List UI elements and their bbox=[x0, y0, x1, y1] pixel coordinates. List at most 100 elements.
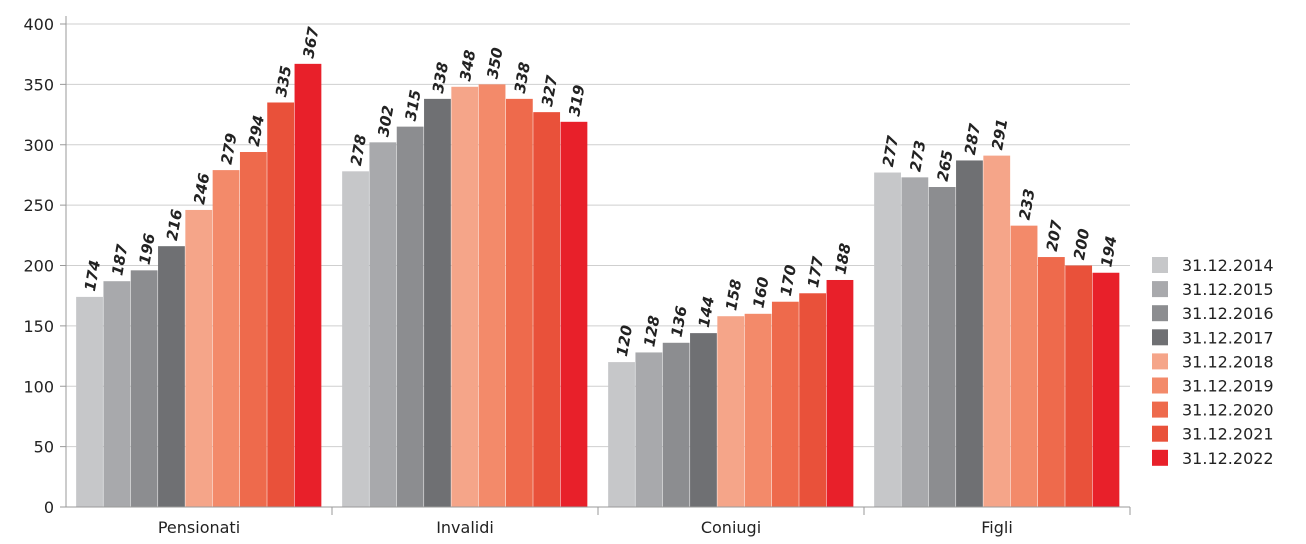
legend-label: 31.12.2019 bbox=[1182, 377, 1274, 396]
data-label: 327 bbox=[538, 73, 561, 108]
data-label: 279 bbox=[218, 132, 241, 166]
legend-swatch bbox=[1152, 329, 1168, 346]
data-label: 348 bbox=[456, 49, 479, 83]
y-tick-label: 0 bbox=[44, 498, 54, 517]
data-label: 128 bbox=[640, 314, 663, 348]
data-label: 194 bbox=[1097, 234, 1120, 268]
bar bbox=[928, 187, 956, 507]
y-axis: 0 50 100 150 200 250 300 350 400 bbox=[23, 15, 67, 517]
data-label: 174 bbox=[81, 259, 104, 293]
bar bbox=[744, 313, 772, 507]
bar bbox=[424, 98, 451, 508]
bar bbox=[771, 301, 799, 507]
bar bbox=[799, 293, 827, 507]
legend-swatch bbox=[1152, 281, 1168, 298]
data-label: 177 bbox=[804, 254, 827, 289]
legend-label: 31.12.2021 bbox=[1182, 425, 1274, 444]
data-label: 338 bbox=[429, 61, 452, 95]
data-label: 350 bbox=[484, 46, 507, 80]
legend-swatch bbox=[1152, 377, 1168, 394]
bar bbox=[478, 84, 506, 507]
data-label: 170 bbox=[777, 263, 800, 297]
bar bbox=[294, 63, 322, 507]
legend-swatch bbox=[1152, 257, 1168, 273]
bar bbox=[1037, 257, 1065, 507]
bar bbox=[505, 98, 533, 508]
data-label: 200 bbox=[1070, 227, 1093, 261]
legend-label: 31.12.2018 bbox=[1182, 352, 1274, 371]
bar bbox=[1065, 265, 1093, 507]
data-label: 246 bbox=[190, 172, 213, 206]
legend: 31.12.2014 31.12.2015 31.12.2016 31.12.2017… bbox=[1152, 256, 1274, 468]
bar bbox=[396, 126, 424, 507]
data-label: 273 bbox=[906, 139, 929, 173]
data-label: 302 bbox=[374, 104, 397, 138]
data-label: 144 bbox=[695, 295, 718, 329]
bars bbox=[76, 63, 1120, 508]
bar bbox=[76, 296, 103, 507]
data-label: 335 bbox=[272, 64, 295, 98]
x-axis: Pensionati Invalidi Coniugi Figli bbox=[66, 506, 1131, 537]
y-tick-label: 250 bbox=[23, 196, 54, 215]
bar bbox=[1092, 272, 1120, 507]
legend-label: 31.12.2017 bbox=[1182, 328, 1274, 347]
bar bbox=[956, 160, 983, 507]
data-label: 291 bbox=[988, 117, 1011, 151]
legend-swatch bbox=[1152, 353, 1168, 370]
legend-swatch bbox=[1152, 305, 1168, 322]
bar bbox=[826, 279, 854, 507]
bar bbox=[158, 246, 185, 507]
category-label: Pensionati bbox=[158, 518, 240, 537]
data-label: 265 bbox=[934, 149, 957, 183]
data-label: 338 bbox=[511, 61, 534, 95]
bar bbox=[1010, 225, 1038, 507]
data-label: 158 bbox=[722, 278, 745, 312]
bar bbox=[717, 316, 745, 507]
data-label: 188 bbox=[831, 242, 854, 276]
data-label: 278 bbox=[347, 133, 370, 167]
category-label: Invalidi bbox=[436, 518, 494, 537]
bar bbox=[874, 172, 901, 507]
bar bbox=[635, 352, 663, 507]
bar bbox=[560, 121, 588, 508]
bar bbox=[690, 333, 717, 507]
data-label: 120 bbox=[613, 324, 636, 358]
bar bbox=[342, 171, 369, 507]
y-tick-label: 100 bbox=[23, 377, 54, 396]
y-tick-label: 400 bbox=[23, 15, 54, 34]
legend-label: 31.12.2020 bbox=[1182, 401, 1274, 420]
legend-swatch bbox=[1152, 425, 1168, 442]
data-label: 136 bbox=[668, 305, 691, 339]
legend-label: 31.12.2016 bbox=[1182, 304, 1274, 323]
bar bbox=[239, 151, 267, 507]
data-label: 196 bbox=[136, 232, 159, 266]
data-label: 287 bbox=[961, 122, 984, 157]
data-label: 160 bbox=[750, 276, 773, 310]
category-label: Figli bbox=[981, 518, 1013, 537]
bar bbox=[130, 270, 158, 507]
bar bbox=[369, 142, 397, 507]
bar bbox=[267, 102, 295, 508]
data-label: 216 bbox=[163, 208, 186, 242]
bar bbox=[451, 86, 479, 507]
bar bbox=[662, 342, 690, 507]
category-label: Coniugi bbox=[701, 518, 761, 537]
y-tick-label: 150 bbox=[23, 317, 54, 336]
bar bbox=[185, 209, 213, 507]
bar bbox=[533, 112, 561, 508]
bar bbox=[983, 155, 1011, 507]
legend-label: 31.12.2014 bbox=[1182, 256, 1274, 275]
data-label: 233 bbox=[1016, 187, 1039, 221]
bar bbox=[212, 170, 240, 508]
y-tick-label: 350 bbox=[23, 75, 54, 94]
legend-label: 31.12.2022 bbox=[1182, 449, 1274, 468]
y-tick-label: 200 bbox=[23, 257, 54, 276]
legend-swatch bbox=[1152, 401, 1168, 418]
data-label: 277 bbox=[879, 134, 902, 169]
data-label: 319 bbox=[565, 84, 588, 118]
legend-label: 31.12.2015 bbox=[1182, 280, 1274, 299]
data-label: 294 bbox=[245, 114, 268, 148]
bar bbox=[901, 177, 929, 508]
